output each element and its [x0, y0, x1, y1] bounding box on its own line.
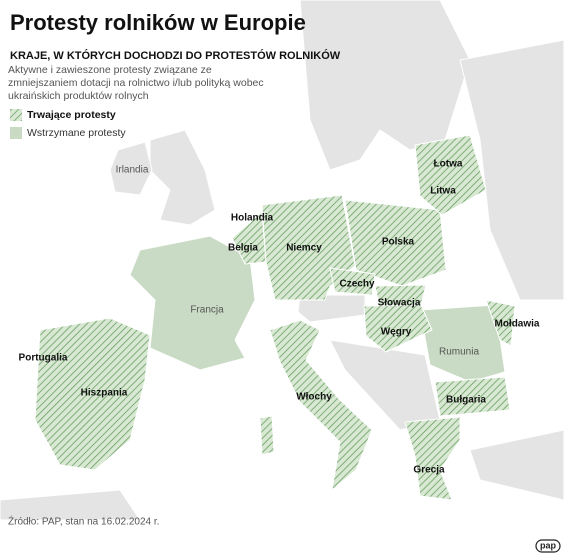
- czechia: [329, 267, 376, 296]
- legend-swatch: [10, 127, 22, 139]
- country-label: Polska: [382, 237, 415, 248]
- country-label: Hiszpania: [81, 388, 128, 399]
- country-label: Litwa: [430, 186, 456, 197]
- iberia: [34, 317, 151, 471]
- bulgaria: [434, 376, 511, 417]
- country-label: Irlandia: [116, 165, 149, 176]
- country-label: Czechy: [339, 279, 374, 290]
- romania: [419, 304, 506, 383]
- description-box: Aktywne i zawieszone protesty związane z…: [8, 64, 264, 102]
- country-label: Mołdawia: [494, 319, 539, 330]
- land: [0, 489, 141, 521]
- country-label: Francja: [190, 305, 224, 316]
- land: [469, 429, 564, 501]
- baltics: [414, 134, 487, 216]
- country-label: Belgia: [228, 243, 258, 254]
- country-label: Niemcy: [286, 243, 322, 254]
- logo-frame: [535, 539, 561, 553]
- country-label: Włochy: [296, 392, 332, 403]
- country-label: Węgry: [381, 327, 412, 338]
- subtitle: KRAJE, W KTÓRYCH DOCHODZI DO PROTESTÓW R…: [10, 49, 341, 62]
- land: [299, 0, 471, 171]
- land: [297, 294, 366, 323]
- land: [149, 129, 216, 226]
- title: Protesty rolników w Europie: [10, 10, 306, 35]
- source: Źródło: PAP, stan na 16.02.2024 r.: [8, 515, 159, 528]
- legend-label: Wstrzymane protesty: [27, 127, 126, 139]
- description: Aktywne i zawieszone protesty związane z…: [8, 64, 264, 102]
- country-label: Bułgaria: [446, 395, 486, 406]
- country-label: Łotwa: [434, 159, 463, 170]
- moldova: [485, 299, 516, 347]
- france: [129, 235, 256, 371]
- legend-label: Trwające protesty: [27, 109, 116, 121]
- country-label: Rumunia: [439, 347, 479, 358]
- ireland: [109, 141, 153, 196]
- greece: [404, 416, 461, 501]
- land: [459, 39, 564, 301]
- sardinia: [259, 415, 275, 456]
- legend-swatch: [10, 109, 22, 121]
- italy: [269, 319, 373, 492]
- country-label: Grecja: [413, 465, 445, 476]
- poland: [344, 199, 447, 287]
- hungary: [363, 304, 433, 353]
- country-label: Portugalia: [19, 353, 68, 364]
- country-label: Holandia: [231, 213, 274, 224]
- country-label: Słowacja: [378, 298, 421, 309]
- logo: pap: [540, 540, 557, 550]
